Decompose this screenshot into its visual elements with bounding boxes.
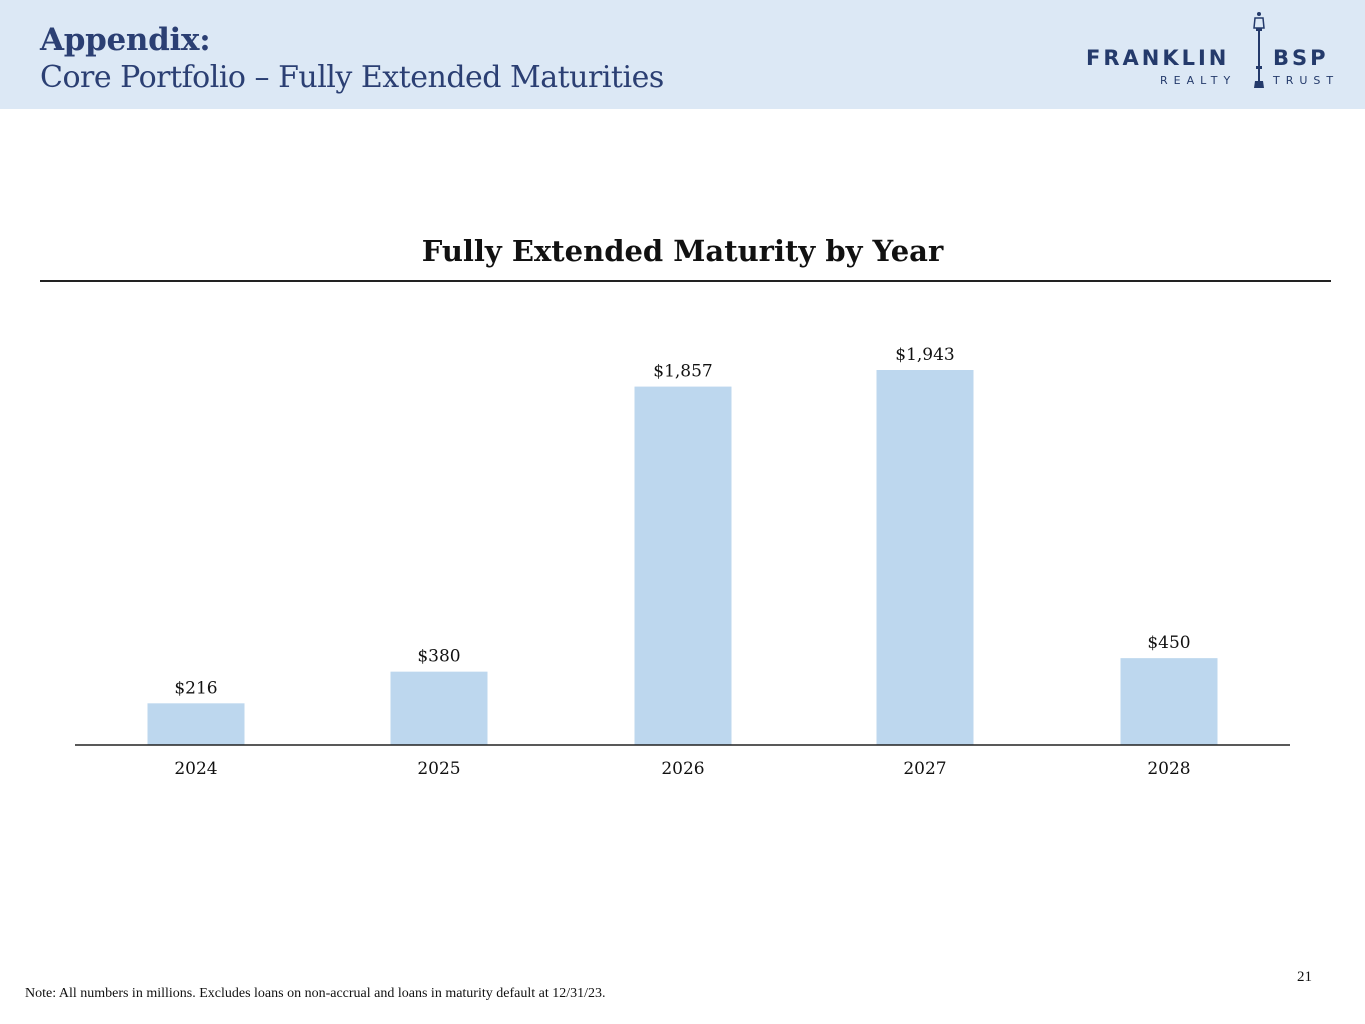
logo-word-franklin: FRANKLIN	[1086, 46, 1230, 70]
logo-word-trust: TRUST	[1273, 74, 1340, 87]
title-divider	[40, 280, 1331, 282]
data-label-2024: $216	[174, 678, 217, 698]
x-tick-2028: 2028	[1147, 759, 1190, 779]
page-number: 21	[1297, 969, 1312, 985]
logo-word-bsp: BSP	[1273, 46, 1329, 70]
logo-word-realty: REALTY	[1160, 74, 1237, 87]
bar-2024	[147, 703, 245, 745]
x-tick-2024: 2024	[174, 759, 217, 779]
x-tick-2027: 2027	[903, 759, 946, 779]
page-subtitle: Core Portfolio – Fully Extended Maturiti…	[40, 60, 664, 95]
chart-title: Fully Extended Maturity by Year	[421, 234, 944, 268]
footnote: Note: All numbers in millions. Excludes …	[25, 986, 606, 1001]
maturity-bar-chart: $216 2024 $380 2025 $1,857 2026 $1,943 2027 $450…	[75, 345, 1290, 779]
data-label-2026: $1,857	[653, 362, 712, 382]
data-label-2027: $1,943	[895, 345, 954, 365]
header-band	[0, 0, 1365, 109]
page-title: Appendix:	[40, 22, 211, 58]
bar-2027	[876, 370, 974, 745]
bar-2028	[1120, 658, 1218, 745]
x-tick-2025: 2025	[417, 759, 460, 779]
data-label-2028: $450	[1147, 633, 1190, 653]
lamp-post-icon	[1253, 12, 1265, 88]
company-logo: FRANKLIN BSP REALTY TRUST	[1080, 10, 1355, 95]
data-label-2025: $380	[417, 647, 460, 667]
bar-2026	[634, 386, 732, 745]
x-tick-2026: 2026	[661, 759, 704, 779]
bar-2025	[390, 671, 488, 745]
